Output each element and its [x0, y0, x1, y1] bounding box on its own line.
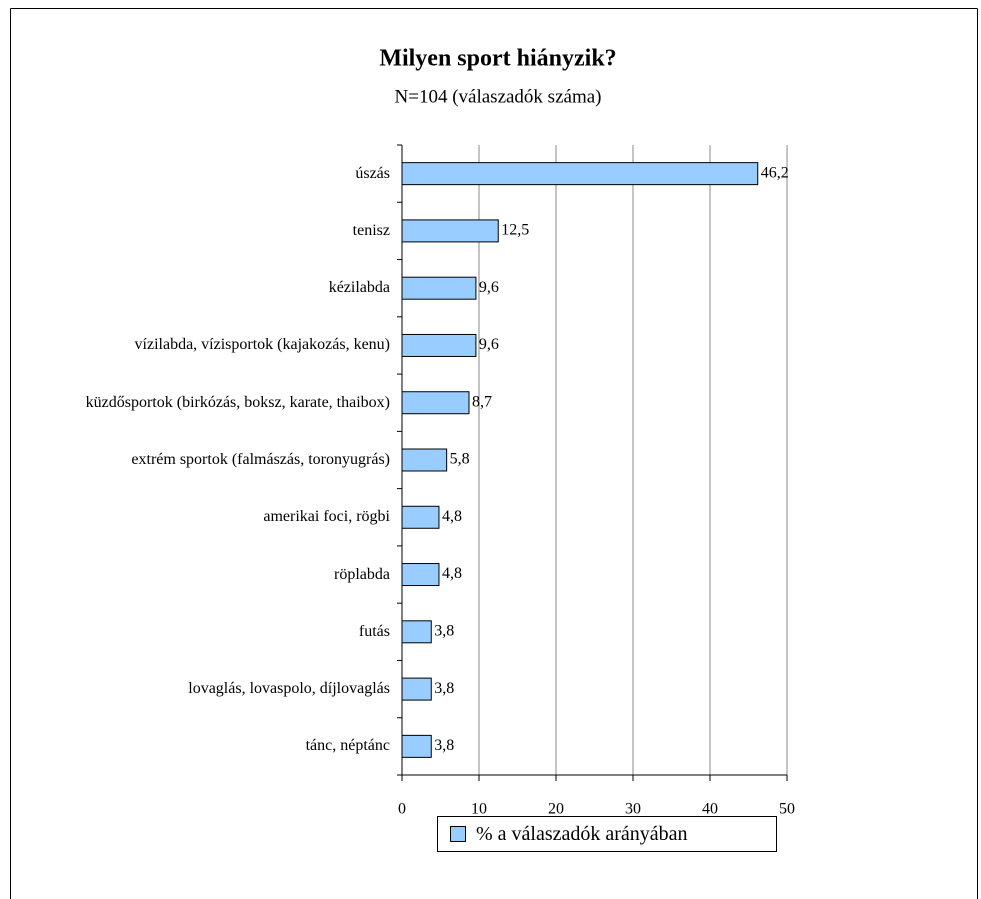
y-tick-label: úszás [355, 164, 390, 182]
bar [401, 162, 759, 186]
y-tick-label: futás [358, 622, 390, 640]
legend-swatch [450, 826, 466, 842]
y-tick-label: küzdősportok (birkózás, boksz, karate, t… [85, 393, 390, 411]
y-tick-label: kézilabda [328, 279, 390, 297]
y-tick-label: tánc, néptánc [305, 737, 390, 755]
x-tick-label: 50 [779, 801, 795, 818]
y-tick-label: lovaglás, lovaspolo, díjlovaglás [188, 680, 390, 698]
value-label: 5,8 [450, 451, 470, 468]
value-label: 46,2 [761, 164, 789, 181]
legend: % a válaszadók arányában [437, 816, 777, 852]
bar [401, 505, 440, 529]
chart-subtitle: N=104 (válaszadók száma) [395, 86, 602, 107]
x-tick-label: 40 [702, 801, 718, 818]
legend-label: % a válaszadók arányában [476, 822, 688, 845]
bar [401, 219, 499, 243]
bar [401, 333, 477, 357]
bar [401, 620, 432, 644]
value-label: 8,7 [472, 393, 492, 410]
y-tick-label: extrém sportok (falmászás, toronyugrás) [131, 451, 390, 468]
bar [401, 677, 432, 701]
bar [401, 734, 432, 758]
value-label: 9,6 [479, 336, 499, 353]
bar [401, 391, 470, 415]
value-label: 12,5 [501, 222, 529, 239]
bar [401, 563, 440, 587]
value-label: 4,8 [442, 508, 462, 525]
y-tick-label: amerikai foci, rögbi [263, 508, 390, 526]
x-tick-label: 0 [398, 801, 406, 818]
x-tick-label: 10 [471, 801, 487, 818]
y-tick-label: röplabda [334, 565, 390, 583]
bar [401, 448, 448, 472]
y-tick-label: tenisz [352, 221, 390, 239]
value-label: 9,6 [479, 279, 499, 296]
value-label: 3,8 [434, 680, 454, 697]
value-label: 3,8 [434, 737, 454, 754]
x-tick-label: 30 [625, 801, 641, 818]
value-label: 4,8 [442, 565, 462, 582]
chart-title: Milyen sport hiányzik? [379, 46, 616, 72]
value-label: 3,8 [434, 622, 454, 639]
bar [401, 276, 477, 300]
y-tick-label: vízilabda, vízisportok (kajakozás, kenu) [134, 336, 390, 354]
x-tick-label: 20 [548, 801, 564, 818]
